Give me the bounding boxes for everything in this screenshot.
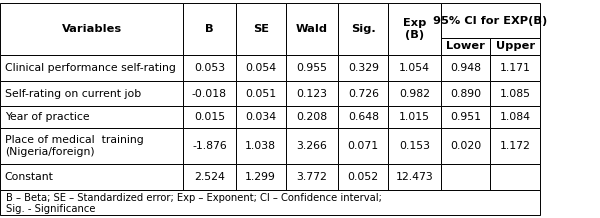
Text: Lower: Lower [446,41,485,51]
Bar [441,54,490,81]
Text: -1.876: -1.876 [192,141,227,151]
Text: 1.171: 1.171 [500,63,530,73]
Text: Variables: Variables [61,24,122,34]
Bar [441,3,540,38]
Bar [388,54,441,81]
Bar [236,128,286,164]
Text: Upper: Upper [496,41,535,51]
Text: 0.153: 0.153 [399,141,430,151]
Text: 0.054: 0.054 [245,63,276,73]
Bar [0,164,183,190]
Text: 0.726: 0.726 [348,89,379,99]
Bar [0,128,183,164]
Bar [183,54,236,81]
Bar [338,164,388,190]
Bar [183,3,236,54]
Text: 1.172: 1.172 [500,141,530,151]
Bar [183,106,236,128]
Text: 0.951: 0.951 [450,112,481,122]
Text: 0.948: 0.948 [450,63,481,73]
Text: 1.015: 1.015 [399,112,430,122]
Bar [0,106,183,128]
Bar [236,3,286,54]
Text: B – Beta; SE – Standardized error; Exp – Exponent; CI – Confidence interval;: B – Beta; SE – Standardized error; Exp –… [6,193,382,203]
Text: Sig. - Significance: Sig. - Significance [6,204,95,214]
Text: 1.054: 1.054 [399,63,430,73]
Bar [388,81,441,106]
Bar [0,54,183,81]
Bar [236,81,286,106]
Bar [286,81,338,106]
Text: Constant: Constant [5,172,53,182]
Text: Self-rating on current job: Self-rating on current job [5,89,141,99]
Bar [441,164,490,190]
Bar [490,128,540,164]
Text: SE: SE [253,24,269,34]
Bar [286,54,338,81]
Text: 0.123: 0.123 [296,89,328,99]
Text: -0.018: -0.018 [192,89,227,99]
Bar [236,164,286,190]
Text: 0.982: 0.982 [399,89,430,99]
Bar [441,106,490,128]
Text: Place of medical  training
(Nigeria/foreign): Place of medical training (Nigeria/forei… [5,135,143,157]
Bar [0,190,540,215]
Bar [338,128,388,164]
Text: 0.208: 0.208 [296,112,328,122]
Bar [338,54,388,81]
Bar [0,81,183,106]
Text: 0.890: 0.890 [450,89,481,99]
Text: 0.051: 0.051 [245,89,276,99]
Bar [490,38,540,54]
Text: Exp
(B): Exp (B) [403,18,426,40]
Bar [236,106,286,128]
Bar [441,38,490,54]
Bar [338,3,388,54]
Bar [286,106,338,128]
Text: 1.038: 1.038 [245,141,276,151]
Bar [183,128,236,164]
Text: 0.015: 0.015 [194,112,225,122]
Bar [388,128,441,164]
Text: 3.266: 3.266 [296,141,328,151]
Text: Clinical performance self-rating: Clinical performance self-rating [5,63,176,73]
Bar [338,81,388,106]
Text: 95% CI for EXP(B): 95% CI for EXP(B) [433,16,548,26]
Bar [286,128,338,164]
Text: 0.071: 0.071 [348,141,379,151]
Text: 0.020: 0.020 [450,141,481,151]
Text: 0.955: 0.955 [296,63,328,73]
Text: 0.052: 0.052 [348,172,379,182]
Bar [490,81,540,106]
Bar [490,106,540,128]
Bar [286,3,338,54]
Text: 0.329: 0.329 [348,63,379,73]
Text: 1.084: 1.084 [500,112,530,122]
Text: B: B [205,24,214,34]
Text: 1.299: 1.299 [245,172,276,182]
Text: Wald: Wald [296,24,328,34]
Bar [441,81,490,106]
Text: 0.034: 0.034 [245,112,276,122]
Bar [0,3,183,54]
Bar [183,164,236,190]
Bar [183,81,236,106]
Text: 2.524: 2.524 [194,172,225,182]
Bar [338,106,388,128]
Bar [388,106,441,128]
Text: 0.648: 0.648 [348,112,379,122]
Bar [388,164,441,190]
Bar [490,54,540,81]
Text: Sig.: Sig. [351,24,376,34]
Bar [441,128,490,164]
Bar [286,164,338,190]
Text: 3.772: 3.772 [296,172,328,182]
Text: Year of practice: Year of practice [5,112,89,122]
Bar [490,164,540,190]
Text: 12.473: 12.473 [396,172,433,182]
Text: 0.053: 0.053 [194,63,225,73]
Text: 1.085: 1.085 [500,89,530,99]
Bar [388,3,441,54]
Bar [236,54,286,81]
